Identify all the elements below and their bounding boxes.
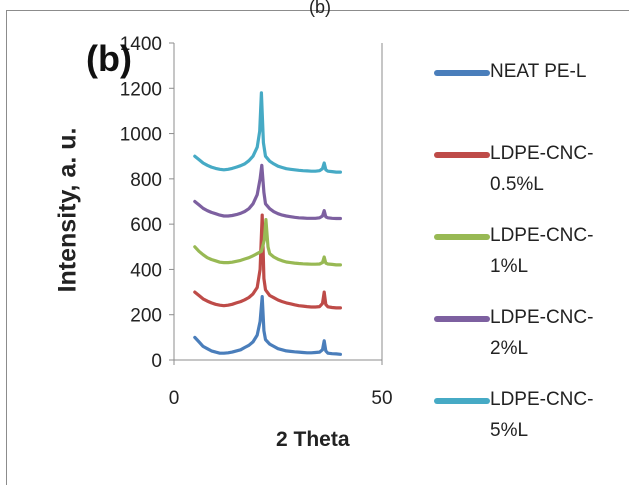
y-tick-label: 1000 [120, 125, 162, 146]
legend-label: LDPE-CNC-5%L [490, 389, 594, 441]
legend-label: LDPE-CNC-0.5%L [490, 143, 594, 195]
y-tick-label: 400 [130, 260, 162, 281]
chart-frame: (b) [6, 0, 629, 485]
x-axis-label: 2 Theta [276, 428, 350, 451]
top-figure-label: (b) [309, 0, 331, 17]
x-tick-label: 50 [371, 388, 392, 409]
legend-swatch [434, 398, 490, 404]
y-tick-label: 800 [130, 170, 162, 191]
y-axis-label: Intensity, a. u. [53, 127, 82, 293]
legend-swatch [434, 316, 490, 322]
x-tick-label: 0 [169, 388, 180, 409]
legend-item: LDPE-CNC-0.5%L [434, 140, 620, 200]
legend-item: LDPE-CNC-5%L [434, 386, 620, 446]
legend-item: LDPE-CNC-1%L [434, 222, 620, 282]
legend-item: NEAT PE-L [434, 58, 620, 87]
series-line-1 [193, 213, 342, 310]
y-tick-label: 200 [130, 306, 162, 327]
series-line-2 [193, 218, 342, 267]
y-tick-label: 600 [130, 215, 162, 236]
legend-swatch [434, 70, 490, 76]
series-line-4 [193, 91, 342, 174]
legend-item: LDPE-CNC-2%L [434, 304, 620, 364]
series-line-3 [193, 163, 342, 221]
y-tick-label: 0 [151, 351, 162, 372]
series-line-0 [193, 295, 342, 356]
legend-swatch [434, 234, 490, 240]
legend-label: NEAT PE-L [490, 61, 587, 82]
legend-label: LDPE-CNC-2%L [490, 307, 594, 359]
y-tick-label: 1400 [120, 34, 162, 55]
legend-label: LDPE-CNC-1%L [490, 225, 594, 277]
legend-swatch [434, 152, 490, 158]
panel-label: (b) [86, 38, 132, 79]
y-tick-label: 1200 [120, 79, 162, 100]
